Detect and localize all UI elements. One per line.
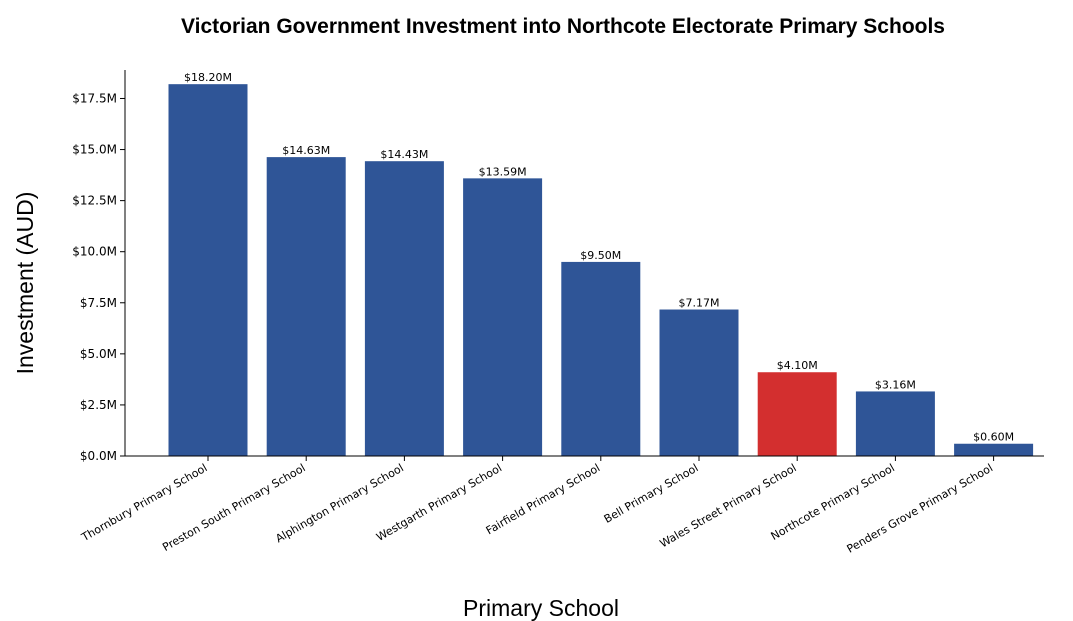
bar	[659, 309, 739, 456]
bar-value-label: $7.17M	[679, 297, 720, 310]
bar-value-label: $18.20M	[184, 71, 232, 84]
y-tick-label: $2.5M	[80, 398, 117, 412]
bar-value-label: $4.10M	[777, 359, 818, 372]
y-tick-label: $15.0M	[72, 143, 117, 157]
bar-value-label: $14.43M	[380, 148, 428, 161]
bar	[364, 161, 444, 456]
bar	[168, 84, 248, 456]
bar-value-label: $13.59M	[479, 165, 527, 178]
bar-value-label: $14.63M	[282, 144, 330, 157]
data-labels-layer: $18.20M $14.63M $14.43M $13.59M $9.50M $7.17M…	[184, 71, 1014, 444]
bar	[954, 443, 1034, 456]
y-tick-label: $5.0M	[80, 347, 117, 361]
bar-value-label: $3.16M	[875, 378, 916, 391]
y-tick-label: $10.0M	[72, 245, 117, 259]
y-tick-label: $0.0M	[80, 449, 117, 463]
y-tick-label: $17.5M	[72, 91, 117, 105]
bar-value-label: $0.60M	[973, 431, 1014, 444]
y-tick-label: $7.5M	[80, 296, 117, 310]
bar	[463, 178, 543, 456]
y-tick-label: $12.5M	[72, 194, 117, 208]
x-tick-label: Bell Primary School	[602, 461, 701, 525]
chart-title: Victorian Government Investment into Nor…	[181, 15, 945, 38]
y-axis-title: Investment (AUD)	[12, 192, 38, 375]
bars-layer	[168, 84, 1034, 456]
bar-value-label: $9.50M	[580, 249, 621, 262]
bar	[757, 372, 837, 456]
bar	[561, 261, 641, 456]
x-axis-title: Primary School	[463, 595, 619, 621]
y-ticks-layer: $0.0M $2.5M $5.0M $7.5M $10.0M $12.5M $15.0M $1…	[72, 91, 125, 463]
bar	[266, 157, 346, 456]
bar	[855, 391, 935, 456]
